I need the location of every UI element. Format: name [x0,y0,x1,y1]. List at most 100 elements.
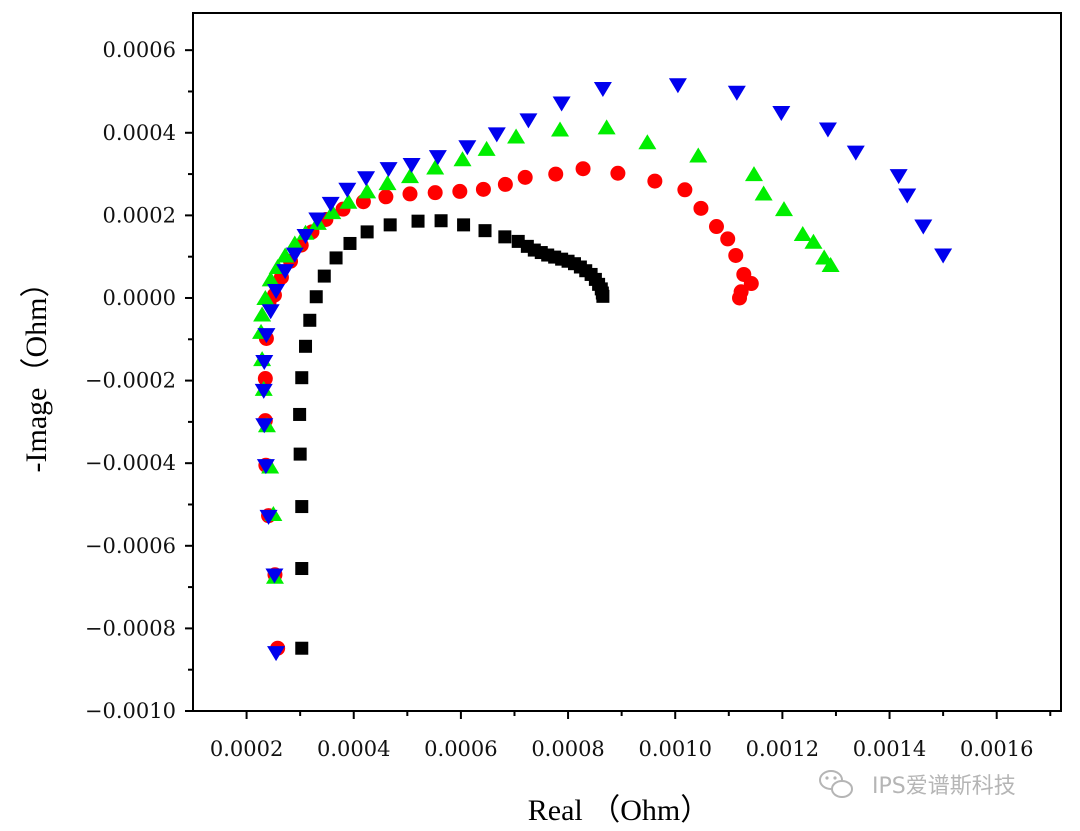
data-point-triangle-up [821,256,840,272]
data-point-triangle-down [255,418,274,434]
data-point-square [293,447,307,461]
data-point-triangle-up [597,119,616,135]
data-point-triangle-up [638,134,657,150]
data-point-square [329,251,343,265]
wechat-icon [819,770,853,798]
data-point-square [295,500,309,514]
data-point-circle [708,219,724,235]
y-tick-label: 0.0004 [103,121,176,145]
y-tick-label: 0.0002 [103,203,176,227]
data-point-circle [378,189,394,205]
y-tick-label: 0.0000 [103,286,176,310]
data-point-triangle-up [378,175,397,191]
data-point-triangle-up [804,233,823,249]
data-point-triangle-down [772,105,791,121]
data-point-triangle-up [507,128,526,144]
data-point-triangle-down [255,355,274,370]
y-axis-title: -Image（Ohm） [20,268,53,473]
x-tick-label: 0.0016 [960,737,1033,761]
y-tick-label: −0.0002 [85,369,176,393]
data-point-circle [517,169,533,185]
y-tick-label: −0.0010 [85,699,176,723]
data-point-triangle-up [453,151,472,167]
data-point-triangle-up [253,306,272,322]
y-tick-label: 0.0006 [103,38,176,62]
data-point-triangle-down [259,509,278,525]
data-point-square [434,214,448,228]
data-point-triangle-down [934,248,953,264]
data-point-circle [548,166,564,182]
data-point-triangle-up [339,193,358,209]
data-point-square [478,224,492,238]
x-axis-ticks: 0.0002 0.0004 0.0006 0.0008 0.0010 0.0012 0.00… [210,711,1052,761]
data-point-triangle-down [818,122,837,138]
data-point-circle [677,182,693,198]
data-point-triangle-up [774,201,793,217]
x-axis-title: Real （Ohm） [528,794,710,827]
data-point-triangle-down [889,169,908,185]
data-point-triangle-down [402,157,421,173]
data-point-square [360,225,374,239]
data-point-circle [693,200,709,216]
data-point-triangle-up [323,204,342,220]
data-point-triangle-down [321,196,340,212]
data-point-circle [427,185,443,201]
data-point-triangle-down [296,229,315,245]
data-point-triangle-down [254,383,273,399]
data-point-triangle-up [754,185,773,201]
data-point-square [317,269,331,283]
data-point-square [295,371,309,385]
x-tick-label: 0.0008 [531,737,604,761]
series-blue-inverted-triangles [254,78,953,662]
data-point-triangle-up [689,147,708,163]
plot-frame [192,12,1062,712]
data-point-triangle-down [914,219,933,235]
data-point-triangle-down [357,171,376,187]
data-point-square [596,289,610,303]
data-point-circle [452,183,468,199]
data-point-triangle-down [519,113,538,129]
data-point-triangle-down [267,283,286,299]
data-point-circle [743,276,759,292]
data-point-circle [610,165,626,181]
data-point-triangle-up [477,140,496,156]
data-point-triangle-down [846,145,865,161]
data-point-square [303,313,317,327]
data-point-triangle-up [744,166,763,182]
data-series [252,78,953,662]
data-point-triangle-down [285,247,304,263]
data-point-triangle-down [727,85,746,101]
data-point-square [457,218,471,232]
data-point-square [383,218,397,232]
y-tick-label: −0.0004 [85,451,176,475]
data-point-circle [647,173,663,189]
data-point-triangle-down [552,96,571,112]
data-point-triangle-down [338,182,357,198]
data-point-triangle-down [308,212,327,228]
x-tick-label: 0.0012 [746,737,819,761]
data-point-square [309,290,323,304]
data-point-triangle-up [276,247,295,263]
data-point-circle [497,176,513,192]
data-point-triangle-down [458,140,477,156]
data-point-square [299,339,313,353]
data-point-circle [720,231,736,247]
data-point-triangle-down [265,568,284,584]
data-point-triangle-up [285,235,304,251]
y-tick-label: −0.0006 [85,534,176,558]
data-point-triangle-down [487,127,506,143]
y-axis-ticks: 0.0006 0.0004 0.0002 0.0000 −0.0002 −0.0004 −0… [85,38,193,723]
data-point-triangle-up [551,121,570,137]
data-point-triangle-down [267,646,286,662]
data-point-triangle-down [276,264,295,280]
data-point-circle [575,161,591,177]
x-tick-label: 0.0006 [424,737,497,761]
data-point-triangle-up [261,271,280,287]
data-point-triangle-down [261,304,280,320]
data-point-circle [402,186,418,202]
data-point-circle [732,290,748,306]
data-point-square [295,562,309,576]
data-point-square [411,214,425,228]
